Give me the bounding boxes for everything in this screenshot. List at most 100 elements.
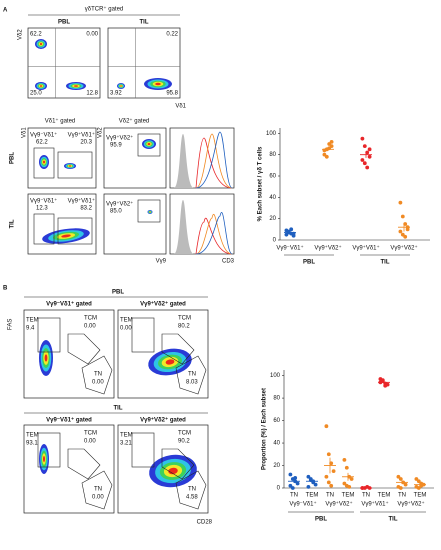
- header: Vγ9⁻Vδ1⁺ gated: [46, 301, 92, 308]
- plot-frame: [103, 127, 167, 189]
- x-tick-label: TN: [326, 493, 334, 499]
- gate-label: TEM: [120, 433, 133, 439]
- gate-value: 83.2: [80, 206, 92, 212]
- gate-value: 9.4: [26, 326, 35, 332]
- data-point: [400, 214, 405, 219]
- y-tick-label: 100: [270, 373, 281, 379]
- density-contour: [68, 165, 72, 167]
- axis-label: Vδ1: [22, 127, 28, 138]
- gate-label: TCM: [178, 431, 191, 437]
- data-point: [383, 383, 388, 388]
- gate-value: 62.2: [36, 140, 48, 146]
- x-tick-label: Vγ9⁻Vδ1⁺: [289, 501, 316, 508]
- density-contour: [155, 82, 161, 86]
- gate-label: TCM: [178, 316, 191, 322]
- plot-frame: [117, 424, 209, 514]
- gate-label: TEM: [26, 433, 39, 439]
- data-point: [380, 378, 385, 383]
- gate: [175, 355, 207, 395]
- y-tick-label: 20: [269, 216, 276, 222]
- gate-label: TN: [94, 372, 102, 378]
- gate: [67, 448, 101, 480]
- gate: [37, 317, 61, 353]
- gate: [161, 448, 195, 480]
- gate: [33, 147, 55, 179]
- header: Vγ9⁺Vδ2⁺ gated: [140, 301, 186, 308]
- y-tick-label: 20: [273, 463, 280, 469]
- data-point: [326, 452, 331, 457]
- gate-value: 0.00: [92, 380, 104, 386]
- column-label: PBL: [58, 20, 70, 26]
- plot-frame: [27, 127, 97, 189]
- data-point: [349, 477, 354, 481]
- plot-frame: [23, 309, 115, 399]
- gate: [67, 333, 101, 365]
- y-tick-label: 40: [273, 441, 280, 447]
- gate: [131, 432, 155, 468]
- data-point: [324, 154, 329, 159]
- y-tick-label: 100: [266, 131, 277, 137]
- group-label: PBL: [315, 517, 327, 523]
- group-label: PBL: [112, 290, 124, 296]
- x-tick-label: TEM: [378, 493, 391, 499]
- data-point: [331, 469, 336, 474]
- x-tick-label: TEM: [414, 493, 427, 499]
- header: Vγ9⁻Vδ1⁺ gated: [46, 417, 92, 424]
- x-tick-label: TN: [290, 493, 298, 499]
- histogram-line: [195, 131, 233, 189]
- panel-label: A: [3, 8, 8, 14]
- gate-value: 4.58: [186, 495, 198, 501]
- plot-frame: [169, 193, 235, 255]
- group-label: TIL: [381, 260, 390, 266]
- plot-frame: [103, 193, 167, 255]
- gate-value: 0.00: [84, 324, 96, 330]
- quadrant-value: 12.8: [86, 91, 98, 97]
- gate-value: 85.0: [110, 209, 122, 215]
- quadrant-value: 62.2: [30, 32, 42, 38]
- gate-value: 93.1: [26, 441, 38, 447]
- plot-frame: [23, 424, 115, 514]
- gate-value: 3.21: [120, 441, 132, 447]
- histogram-line: [195, 137, 233, 189]
- data-point: [342, 481, 347, 486]
- data-point: [367, 154, 372, 159]
- density-contour: [43, 160, 45, 164]
- gate: [175, 470, 207, 510]
- gate-value: 12.3: [36, 206, 48, 212]
- y-tick-label: 80: [269, 152, 276, 158]
- x-tick-label: TN: [398, 493, 406, 499]
- x-tick-label: Vγ9⁺Vδ2⁺: [390, 245, 417, 252]
- gate: [137, 199, 161, 223]
- x-tick-label: Vγ9⁺Vδ2⁺: [325, 501, 352, 508]
- plot-frame: [169, 127, 235, 189]
- data-point: [313, 482, 318, 487]
- data-point: [344, 465, 349, 470]
- axis-label: Vδ2: [18, 29, 24, 40]
- group-label: TIL: [114, 406, 123, 412]
- data-point: [324, 474, 329, 479]
- density-contour: [39, 43, 43, 45]
- data-point: [329, 139, 334, 144]
- histogram-line: [195, 212, 233, 255]
- gate-label: Vγ9⁺Vδ2⁺: [106, 201, 133, 208]
- data-point: [342, 458, 347, 462]
- gate-value: 95.9: [110, 143, 122, 149]
- header: Vδ2⁺ gated: [119, 118, 150, 125]
- density-contour: [44, 354, 48, 362]
- x-tick-label: Vγ9⁺Vδ1⁺: [361, 501, 388, 508]
- gate-label: TN: [94, 487, 102, 493]
- density-contour: [147, 143, 151, 145]
- gate-label: TEM: [26, 318, 39, 324]
- data-point: [306, 484, 311, 489]
- x-tick-label: Vγ9⁺Vδ2⁺: [397, 501, 424, 508]
- data-point: [326, 480, 331, 485]
- data-point: [396, 474, 401, 479]
- data-point: [398, 229, 403, 234]
- data-point: [288, 472, 293, 477]
- axis-label: CD3: [222, 259, 235, 265]
- row-label: PBL: [10, 152, 16, 164]
- histogram: [174, 134, 194, 188]
- density-contour: [61, 234, 71, 238]
- histogram-line: [195, 133, 233, 189]
- gate-value: 0.00: [84, 439, 96, 445]
